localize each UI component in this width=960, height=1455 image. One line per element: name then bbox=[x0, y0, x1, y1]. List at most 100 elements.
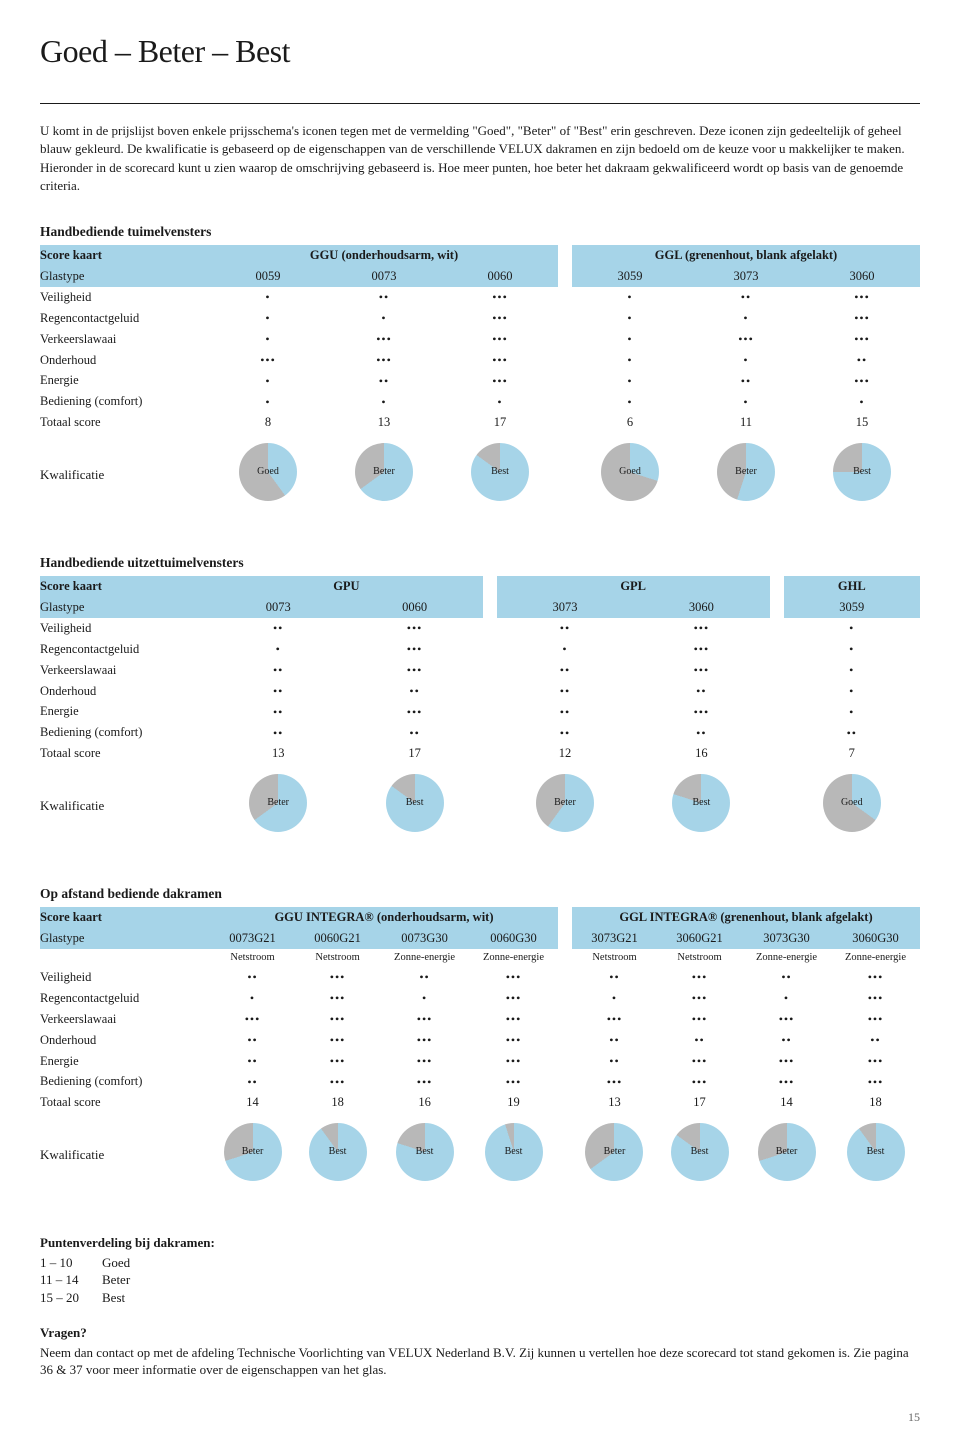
score-cell: ••• bbox=[831, 1009, 920, 1030]
score-cell: ••• bbox=[831, 988, 920, 1009]
glastype-cell: 0060 bbox=[346, 597, 482, 618]
totaal-cell: 16 bbox=[380, 1092, 469, 1113]
score-cell: • bbox=[572, 988, 657, 1009]
group-header: GGU (onderhoudsarm, wit) bbox=[210, 245, 558, 266]
row-label: Veiligheid bbox=[40, 967, 210, 988]
score-cell: • bbox=[572, 391, 688, 412]
score-cell: ••• bbox=[380, 1030, 469, 1051]
score-cell: •• bbox=[210, 1051, 295, 1072]
section-title: Handbediende tuimelvensters bbox=[40, 223, 920, 241]
score-cell: ••• bbox=[469, 1071, 558, 1092]
score-cell: ••• bbox=[633, 701, 769, 722]
score-cell: •• bbox=[346, 681, 482, 702]
range-label: Beter bbox=[102, 1271, 130, 1289]
row-glastype-label: Glastype bbox=[40, 266, 210, 287]
sub-cell: Netstroom bbox=[210, 949, 295, 967]
score-cell: ••• bbox=[346, 660, 482, 681]
pie-chart: Beter bbox=[355, 443, 413, 479]
row-kwalificatie-label: Kwalificatie bbox=[40, 433, 210, 516]
totaal-cell: 17 bbox=[442, 412, 558, 433]
row-label: Onderhoud bbox=[40, 681, 210, 702]
totaal-cell: 17 bbox=[346, 743, 482, 764]
score-cell: ••• bbox=[572, 1071, 657, 1092]
score-cell: • bbox=[380, 988, 469, 1009]
score-cell: ••• bbox=[469, 1009, 558, 1030]
score-cell: •• bbox=[572, 1051, 657, 1072]
score-table: Score kaartGGU (onderhoudsarm, wit)GGL (… bbox=[40, 245, 920, 516]
qual-cell: Goed bbox=[572, 433, 688, 516]
score-cell: ••• bbox=[831, 1071, 920, 1092]
score-cell: • bbox=[210, 639, 346, 660]
score-cell: •• bbox=[497, 660, 633, 681]
section-title: Op afstand bediende dakramen bbox=[40, 885, 920, 903]
score-cell: ••• bbox=[442, 370, 558, 391]
totaal-cell: 13 bbox=[572, 1092, 657, 1113]
row-label: Veiligheid bbox=[40, 618, 210, 639]
score-cell: • bbox=[784, 681, 920, 702]
totaal-cell: 18 bbox=[831, 1092, 920, 1113]
qual-cell: Best bbox=[346, 764, 482, 847]
qual-cell: Beter bbox=[326, 433, 442, 516]
score-cell: ••• bbox=[326, 350, 442, 371]
group-header: GGL INTEGRA® (grenenhout, blank afgelakt… bbox=[572, 907, 920, 928]
score-cell: ••• bbox=[346, 639, 482, 660]
score-cell: • bbox=[326, 308, 442, 329]
score-cell: •• bbox=[633, 681, 769, 702]
pie-chart: Beter bbox=[536, 774, 594, 810]
glastype-cell: 3073 bbox=[688, 266, 804, 287]
score-cell: • bbox=[572, 370, 688, 391]
score-cell: ••• bbox=[380, 1071, 469, 1092]
divider bbox=[40, 103, 920, 104]
pie-chart: Best bbox=[672, 774, 730, 810]
sub-cell: Zonne-energie bbox=[831, 949, 920, 967]
score-cell: • bbox=[442, 391, 558, 412]
score-cell: ••• bbox=[831, 967, 920, 988]
score-cell: •• bbox=[497, 701, 633, 722]
pie-chart: Goed bbox=[601, 443, 659, 479]
row-label: Bediening (comfort) bbox=[40, 722, 210, 743]
score-cell: ••• bbox=[346, 618, 482, 639]
row-label: Onderhoud bbox=[40, 350, 210, 371]
sub-cell: Zonne-energie bbox=[380, 949, 469, 967]
glastype-cell: 0073G21 bbox=[210, 928, 295, 949]
qual-cell: Beter bbox=[497, 764, 633, 847]
score-cell: •• bbox=[346, 722, 482, 743]
row-label: Regencontactgeluid bbox=[40, 988, 210, 1009]
row-glastype-label: Glastype bbox=[40, 597, 210, 618]
score-cell: •• bbox=[742, 967, 831, 988]
pie-chart: Best bbox=[396, 1123, 454, 1159]
intro-text: U komt in de prijslijst boven enkele pri… bbox=[40, 122, 910, 195]
score-cell: ••• bbox=[380, 1051, 469, 1072]
score-cell: •• bbox=[210, 967, 295, 988]
score-cell: • bbox=[784, 701, 920, 722]
totaal-cell: 14 bbox=[210, 1092, 295, 1113]
glastype-cell: 3060 bbox=[633, 597, 769, 618]
glastype-cell: 0059 bbox=[210, 266, 326, 287]
row-totaal-label: Totaal score bbox=[40, 743, 210, 764]
score-cell: • bbox=[742, 988, 831, 1009]
score-cell: •• bbox=[210, 1030, 295, 1051]
score-cell: •• bbox=[742, 1030, 831, 1051]
score-cell: ••• bbox=[469, 988, 558, 1009]
score-cell: • bbox=[210, 370, 326, 391]
glastype-cell: 3060G30 bbox=[831, 928, 920, 949]
score-cell: ••• bbox=[295, 1051, 380, 1072]
qual-cell: Best bbox=[831, 1113, 920, 1196]
score-cell: • bbox=[210, 988, 295, 1009]
pie-chart: Goed bbox=[239, 443, 297, 479]
score-cell: ••• bbox=[469, 967, 558, 988]
totaal-cell: 6 bbox=[572, 412, 688, 433]
score-cell: •• bbox=[210, 722, 346, 743]
glastype-cell: 3059 bbox=[572, 266, 688, 287]
score-cell: ••• bbox=[657, 967, 742, 988]
group-header: GGU INTEGRA® (onderhoudsarm, wit) bbox=[210, 907, 558, 928]
pie-chart: Best bbox=[309, 1123, 367, 1159]
range-range: 15 – 20 bbox=[40, 1289, 102, 1307]
score-cell: • bbox=[210, 308, 326, 329]
range-label: Best bbox=[102, 1289, 125, 1307]
score-cell: •• bbox=[210, 618, 346, 639]
score-cell: • bbox=[210, 329, 326, 350]
score-cell: ••• bbox=[657, 988, 742, 1009]
score-cell: ••• bbox=[804, 370, 920, 391]
row-totaal-label: Totaal score bbox=[40, 1092, 210, 1113]
